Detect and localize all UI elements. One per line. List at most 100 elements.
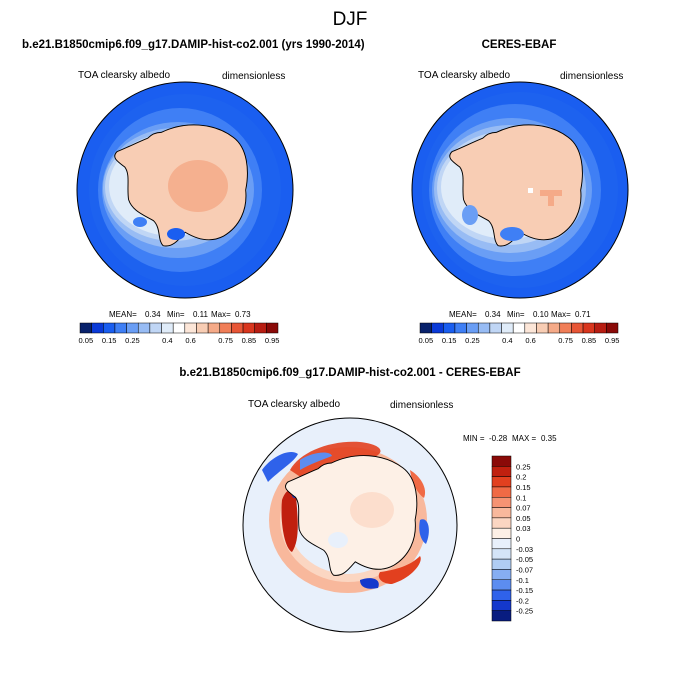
panel-obs-title: CERES-EBAF	[482, 39, 557, 51]
colorbar-swatch	[431, 322, 444, 334]
panel-obs-mean-value: 0.34	[485, 310, 501, 319]
colorbar-tick-label: -0.07	[516, 565, 533, 574]
panel-diff-title: b.e21.B1850cmip6.f09_g17.DAMIP-hist-co2.…	[179, 367, 520, 379]
colorbar-swatch	[489, 322, 502, 334]
colorbar-swatch	[547, 322, 561, 334]
colorbar-tick-label: 0.6	[525, 336, 535, 345]
colorbar-tick-label: 0.95	[265, 336, 280, 345]
colorbar-swatch	[161, 322, 174, 334]
panel-obs-stats: MEAN= 0.34 Min= 0.10 Max= 0.71	[449, 310, 591, 319]
colorbar-swatch	[207, 322, 221, 334]
panel-diff: b.e21.B1850cmip6.f09_g17.DAMIP-hist-co2.…	[179, 367, 557, 633]
colorbar-tick-label: 0.75	[558, 336, 573, 345]
panel-obs: CERES-EBAF TOA clearsky albedo dimension…	[411, 39, 629, 345]
colorbar-tick-label: -0.25	[516, 607, 533, 616]
panel-obs-map	[412, 82, 628, 298]
panel-diff-stats: MIN = -0.28 MAX = 0.35	[463, 434, 557, 443]
panel-model-stats: MEAN= 0.34 Min= 0.11 Max= 0.73	[109, 310, 251, 319]
colorbar-swatch	[491, 507, 512, 519]
colorbar-swatch	[491, 600, 512, 611]
colorbar-tick-label: 0.85	[582, 336, 597, 345]
panel-model-variable-label: TOA clearsky albedo	[78, 70, 171, 81]
colorbar-swatch	[491, 466, 512, 477]
colorbar-swatch	[126, 322, 139, 334]
colorbar-swatch	[491, 476, 512, 488]
colorbar-tick-label: 0	[516, 535, 520, 544]
colorbar-swatch	[559, 322, 572, 334]
colorbar-swatch	[466, 322, 479, 334]
panel-diff-min-label: MIN =	[463, 434, 485, 443]
colorbar-swatch	[242, 322, 255, 334]
colorbar-tick-label: -0.2	[516, 596, 529, 605]
colorbar-swatch	[571, 322, 584, 334]
panel-model-min-value: 0.11	[193, 310, 209, 319]
colorbar-tick-label: 0.4	[162, 336, 172, 345]
panel-obs-variable-label: TOA clearsky albedo	[418, 70, 511, 81]
panel-model-units-label: dimensionless	[222, 71, 285, 82]
colorbar-swatch	[254, 322, 267, 334]
panel-model-title: b.e21.B1850cmip6.f09_g17.DAMIP-hist-co2.…	[22, 39, 365, 51]
colorbar-tick-label: 0.05	[516, 514, 531, 523]
colorbar-tick-label: 0.25	[125, 336, 140, 345]
season-title: DJF	[333, 9, 368, 30]
colorbar-tick-label: 0.03	[516, 524, 531, 533]
colorbar-swatch	[582, 322, 595, 334]
panel-obs-max-label: Max=	[551, 310, 571, 319]
colorbar-swatch	[491, 548, 512, 560]
colorbar-tick-label: 0.4	[502, 336, 512, 345]
panel-diff-map	[243, 418, 457, 632]
colorbar-swatch	[491, 497, 512, 508]
panel-obs-units-label: dimensionless	[560, 71, 623, 82]
colorbar-swatch	[184, 322, 197, 334]
colorbar-tick-label: 0.6	[185, 336, 195, 345]
panel-diff-max-label: MAX =	[512, 434, 537, 443]
colorbar-swatch	[149, 322, 162, 334]
panel-model-mean-label: MEAN=	[109, 310, 137, 319]
colorbar-tick-label: 0.75	[218, 336, 233, 345]
colorbar-swatch	[524, 322, 537, 334]
colorbar-swatch	[219, 322, 232, 334]
colorbar-swatch	[137, 322, 151, 334]
colorbar-tick-label: 0.95	[605, 336, 620, 345]
colorbar-swatch	[454, 322, 467, 334]
colorbar-tick-label: 0.2	[516, 473, 526, 482]
colorbar-swatch	[594, 322, 607, 334]
colorbar-swatch	[91, 322, 104, 334]
colorbar-swatch	[491, 589, 512, 601]
panel-obs-min-label: Min=	[507, 310, 525, 319]
colorbar-tick-label: 0.15	[516, 483, 531, 492]
colorbar-swatch	[491, 610, 512, 622]
colorbar-swatch	[491, 558, 512, 570]
panel-obs-colorbar: 0.05 0.15 0.25 0.4 0.6 0.75 0.85 0.95	[419, 322, 620, 345]
panel-model-map	[77, 82, 293, 298]
colorbar-swatch	[491, 569, 512, 580]
colorbar-tick-label: 0.25	[516, 462, 531, 471]
colorbar-tick-label: 0.05	[419, 336, 434, 345]
colorbar-tick-label: 0.15	[102, 336, 117, 345]
colorbar-swatch	[491, 579, 512, 591]
colorbar-swatch	[491, 527, 512, 539]
colorbar-swatch	[114, 322, 127, 334]
colorbar-swatch	[196, 322, 209, 334]
colorbar-tick-label: 0.05	[79, 336, 94, 345]
panel-model-min-label: Min=	[167, 310, 185, 319]
colorbar-tick-label: 0.07	[516, 504, 531, 513]
colorbar-tick-label: -0.1	[516, 576, 529, 585]
colorbar-swatch	[172, 322, 186, 334]
colorbar-swatch	[491, 517, 512, 529]
colorbar-tick-label: 0.15	[442, 336, 457, 345]
panel-diff-units-label: dimensionless	[390, 400, 453, 411]
colorbar-swatch	[79, 322, 92, 334]
panel-diff-min-value: -0.28	[489, 434, 508, 443]
panel-model-colorbar: 0.05 0.15 0.25 0.4 0.6 0.75 0.85 0.95	[79, 322, 280, 345]
colorbar-swatch	[606, 322, 619, 334]
colorbar-tick-label: 0.1	[516, 493, 526, 502]
colorbar-swatch	[491, 538, 512, 550]
panel-obs-mean-label: MEAN=	[449, 310, 477, 319]
colorbar-swatch	[536, 322, 549, 334]
panel-model-max-value: 0.73	[235, 310, 251, 319]
panel-obs-min-value: 0.10	[533, 310, 549, 319]
colorbar-swatch	[103, 322, 116, 334]
colorbar-tick-label: 0.85	[242, 336, 257, 345]
